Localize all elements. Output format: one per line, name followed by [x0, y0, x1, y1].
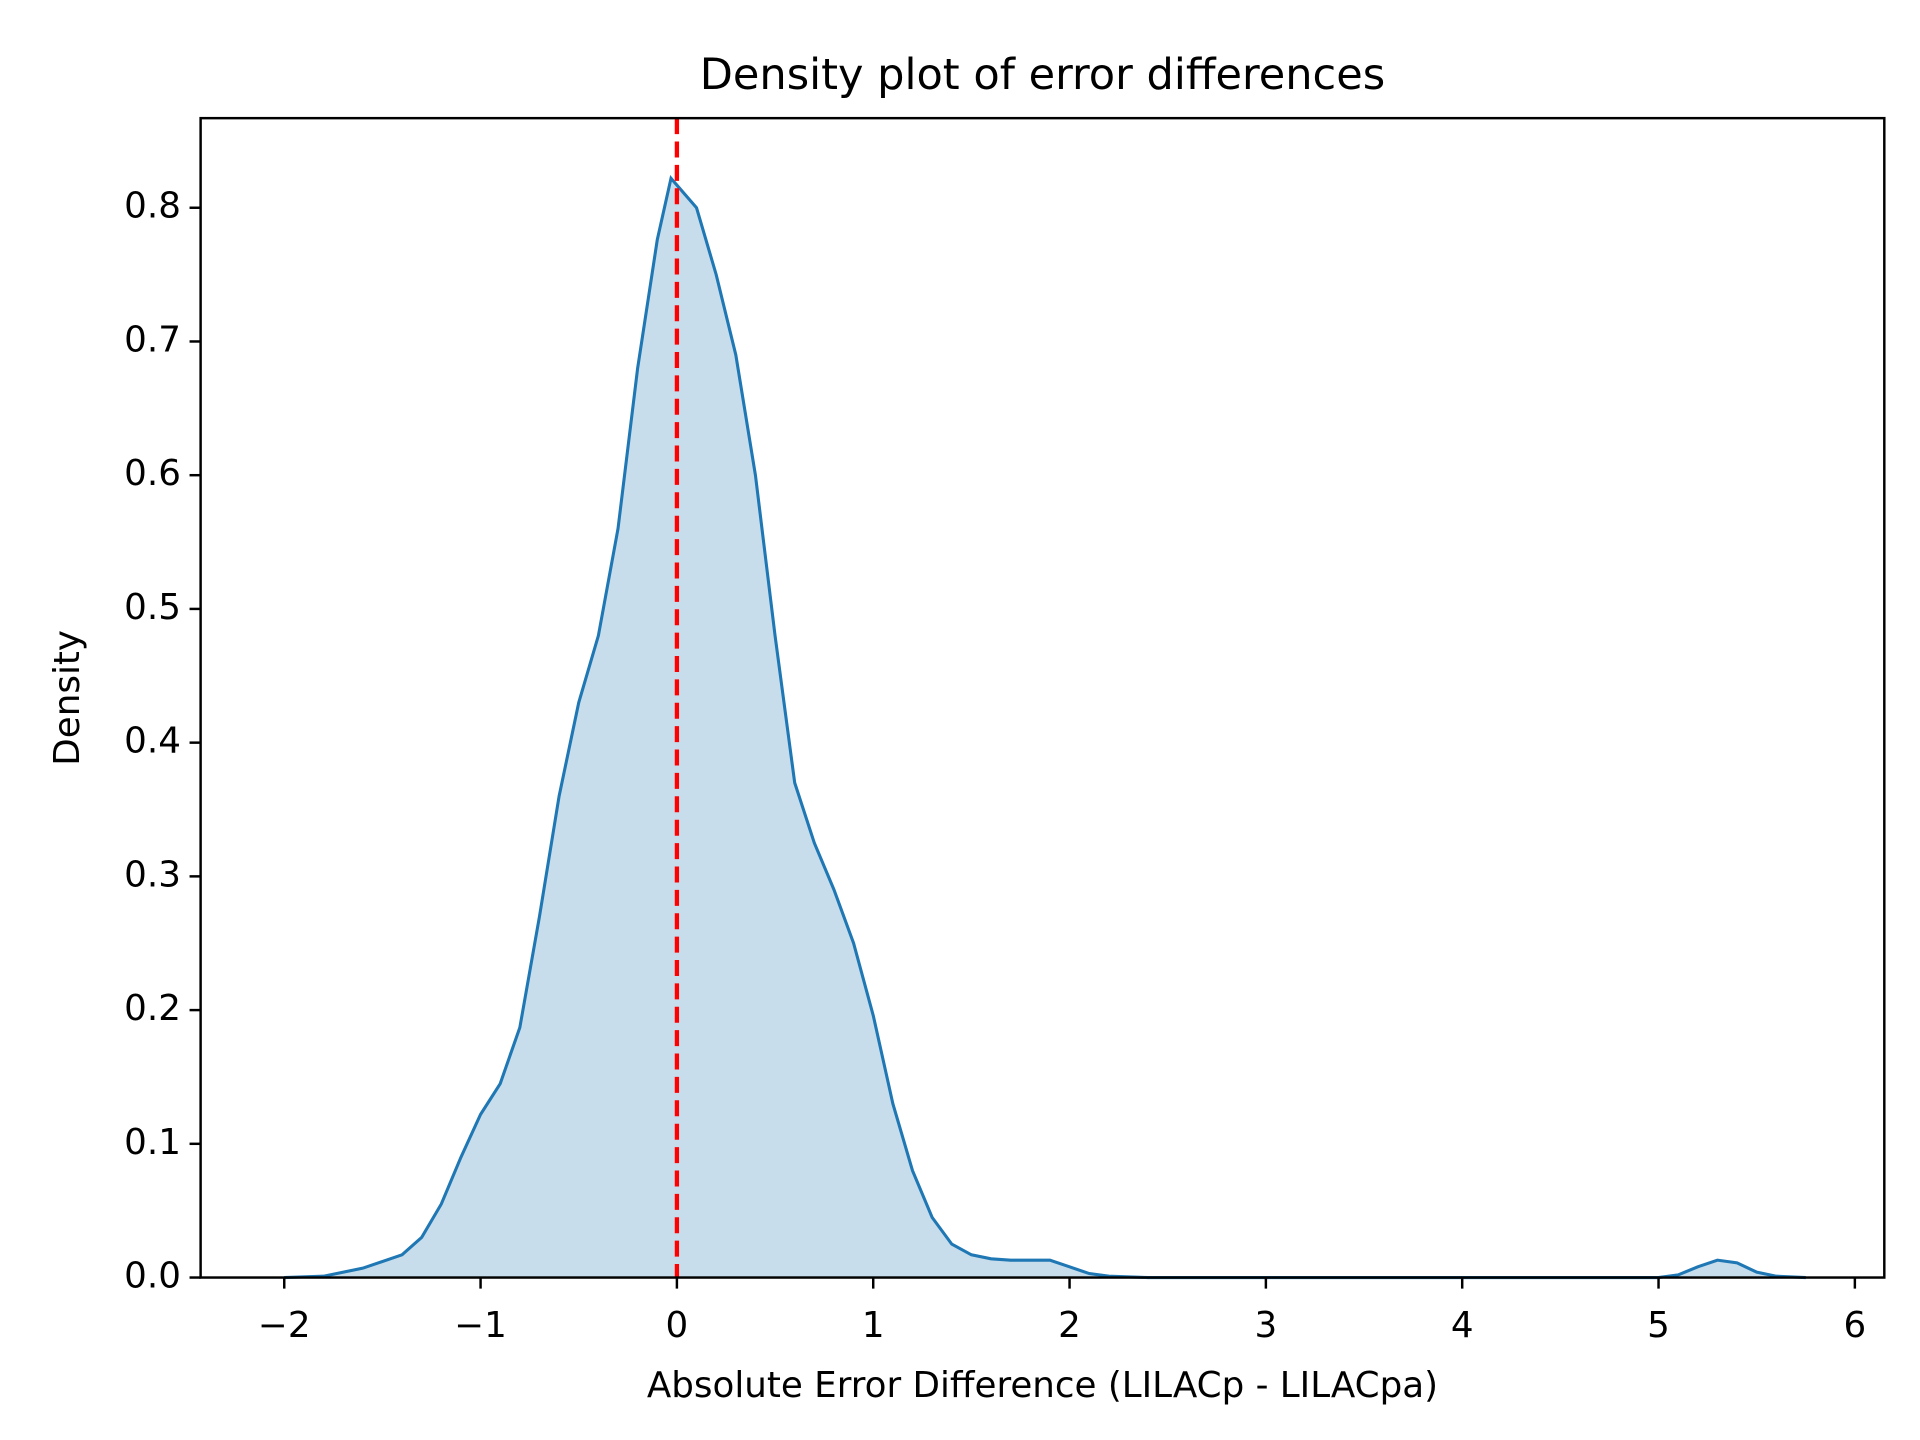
- x-tick-label: 4: [1451, 1305, 1474, 1346]
- x-tick-label: 1: [862, 1305, 885, 1346]
- x-tick-label: 5: [1647, 1305, 1670, 1346]
- density-area: [284, 178, 1806, 1278]
- y-tick-label: 0.0: [124, 1256, 181, 1297]
- y-tick-label: 0.2: [124, 988, 181, 1029]
- y-tick-label: 0.1: [124, 1122, 181, 1163]
- x-tick-label: 3: [1255, 1305, 1278, 1346]
- x-tick-label: −2: [258, 1305, 311, 1346]
- x-tick-label: −1: [454, 1305, 507, 1346]
- chart-title: Density plot of error differences: [700, 50, 1385, 100]
- y-tick-label: 0.4: [124, 721, 181, 762]
- plot-frame: [199, 116, 1886, 1279]
- y-tick-label: 0.5: [124, 587, 181, 628]
- y-tick-label: 0.8: [124, 186, 181, 227]
- x-tick-label: 2: [1058, 1305, 1081, 1346]
- y-tick-label: 0.3: [124, 854, 181, 895]
- x-tick-label: 6: [1843, 1305, 1866, 1346]
- y-axis-label: Density: [47, 630, 88, 766]
- y-tick-label: 0.7: [124, 319, 181, 360]
- x-axis-label: Absolute Error Difference (LILACp - LILA…: [647, 1365, 1438, 1406]
- y-tick-label: 0.6: [124, 453, 181, 494]
- x-tick-label: 0: [666, 1305, 689, 1346]
